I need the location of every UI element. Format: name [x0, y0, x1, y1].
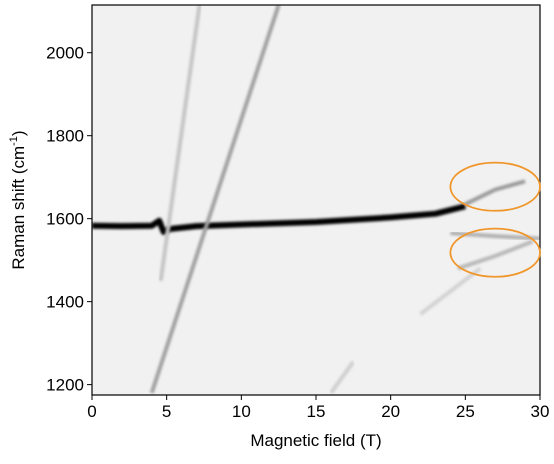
- x-axis-label: Magnetic field (T): [250, 431, 381, 450]
- annotation-ellipse: [449, 227, 541, 278]
- x-tick-label: 10: [232, 402, 251, 421]
- annotation-ellipse: [449, 161, 541, 212]
- feature-line: [92, 203, 467, 235]
- y-tick-label: 2000: [46, 44, 84, 63]
- x-tick-label: 0: [87, 402, 96, 421]
- feature-line: [149, 5, 281, 394]
- feature-line: [158, 5, 202, 282]
- x-tick-label: 30: [531, 402, 550, 421]
- y-label-text: Raman shift (cm: [9, 146, 28, 270]
- y-label-sup: -1: [8, 136, 20, 146]
- y-axis-label: Raman shift (cm-1): [8, 130, 28, 269]
- feature-line: [464, 179, 526, 206]
- feature-line: [419, 266, 482, 316]
- y-label-text: ): [9, 130, 28, 136]
- x-tick-label: 25: [456, 402, 475, 421]
- y-tick-label: 1200: [46, 376, 84, 395]
- y-tick-label: 1800: [46, 127, 84, 146]
- feature-line: [457, 239, 534, 271]
- x-tick-label: 5: [162, 402, 171, 421]
- y-tick-label: 1600: [46, 210, 84, 229]
- x-tick-label: 20: [381, 402, 400, 421]
- plot-background: [92, 5, 540, 395]
- x-tick-label: 15: [307, 402, 326, 421]
- y-tick-label: 1400: [46, 293, 84, 312]
- feature-line: [329, 360, 355, 395]
